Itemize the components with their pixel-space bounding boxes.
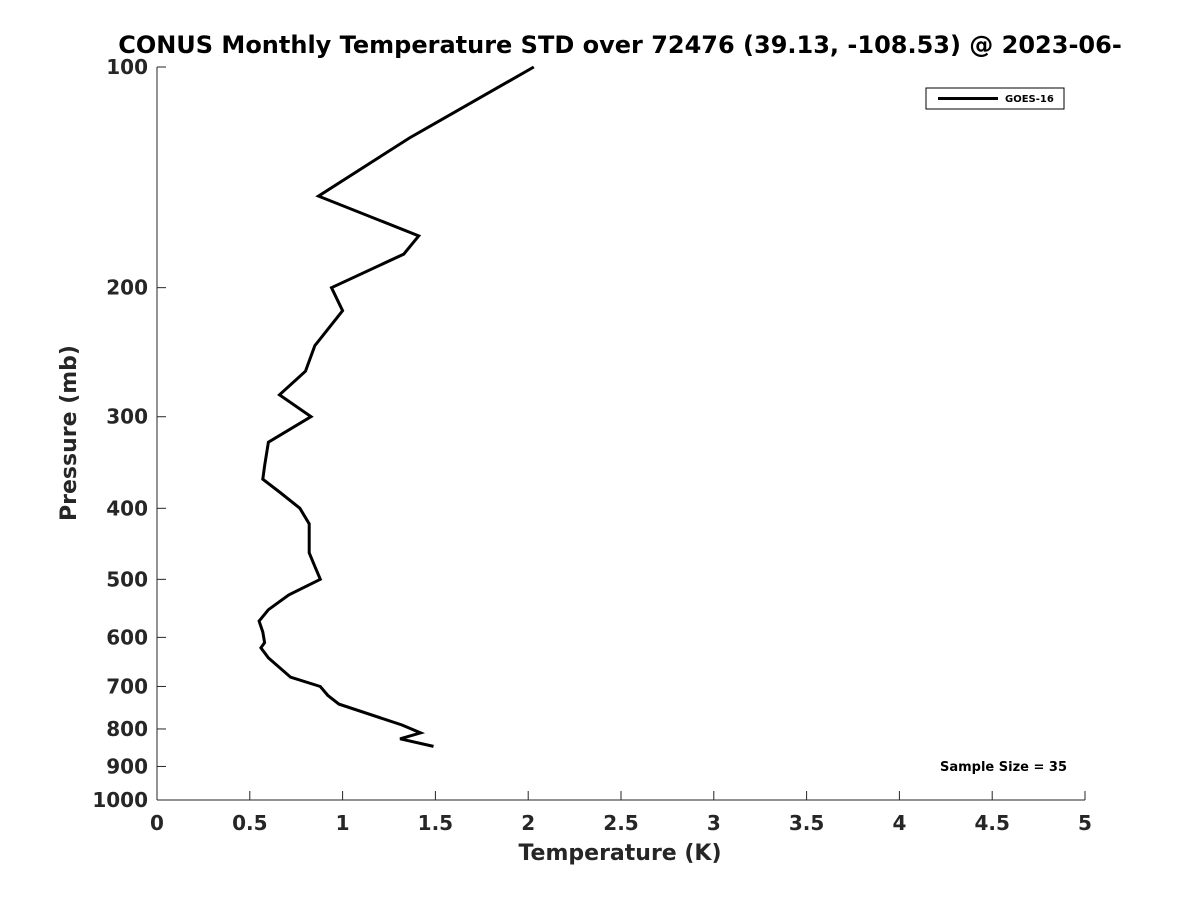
x-tick-label: 0.5 xyxy=(232,811,267,835)
x-tick-label: 5 xyxy=(1078,811,1092,835)
y-axis: 100 200 300 400 500 600 700 800 900 1000 xyxy=(92,55,166,812)
chart-title: CONUS Monthly Temperature STD over 72476… xyxy=(118,31,1122,59)
x-tick-label: 3.5 xyxy=(789,811,824,835)
y-tick-label: 300 xyxy=(106,405,148,429)
y-tick-label: 100 xyxy=(106,55,148,79)
y-tick-label: 600 xyxy=(106,625,148,649)
x-tick-label: 2 xyxy=(521,811,535,835)
x-tick-label: 0 xyxy=(150,811,164,835)
legend: GOES-16 xyxy=(925,87,1065,110)
sample-size-annotation: Sample Size = 35 xyxy=(940,760,1067,775)
y-tick-label: 700 xyxy=(106,674,148,698)
x-tick-label: 3 xyxy=(707,811,721,835)
x-tick-label: 4 xyxy=(892,811,906,835)
series-line-goes-16 xyxy=(257,65,535,748)
x-axis: 0 0.5 1 1.5 2 2.5 3 3.5 4 4.5 5 xyxy=(150,791,1092,835)
y-tick-label: 800 xyxy=(106,717,148,741)
plot-area xyxy=(157,67,1085,800)
y-tick-label: 1000 xyxy=(92,788,148,812)
series-layer xyxy=(257,65,535,748)
y-tick-label: 200 xyxy=(106,276,148,300)
y-axis-label: Pressure (mb) xyxy=(57,345,82,521)
legend-entry-goes-16: GOES-16 xyxy=(1005,94,1054,105)
x-axis-label: Temperature (K) xyxy=(518,841,721,866)
x-tick-label: 4.5 xyxy=(974,811,1009,835)
y-tick-label: 900 xyxy=(106,754,148,778)
y-tick-label: 500 xyxy=(106,567,148,591)
x-tick-label: 2.5 xyxy=(603,811,638,835)
x-tick-label: 1 xyxy=(336,811,350,835)
x-tick-label: 1.5 xyxy=(418,811,453,835)
y-tick-label: 400 xyxy=(106,496,148,520)
